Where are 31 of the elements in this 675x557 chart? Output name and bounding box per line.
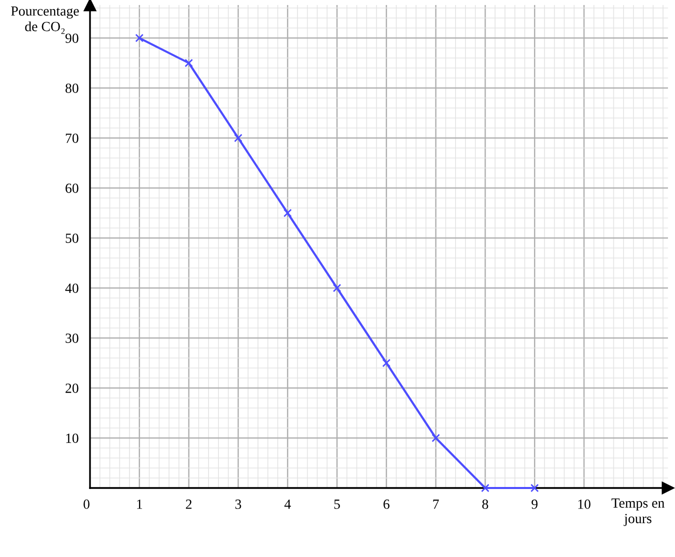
- x-tick-label: 2: [186, 500, 192, 509]
- x-tick-label: 7: [433, 500, 439, 509]
- y-tick-label: 90: [65, 34, 78, 43]
- y-axis-title: Pourcentage de CO₂: [11, 6, 79, 34]
- x-tick-label: 8: [482, 500, 488, 509]
- y-tick-label: 40: [65, 284, 78, 293]
- y-tick-label: 80: [66, 84, 78, 93]
- y-tick-label: 10: [66, 434, 78, 443]
- y-tick-label: 60: [66, 184, 78, 193]
- point: [135, 34, 144, 42]
- x-tick-label: 3: [235, 500, 242, 509]
- point: [481, 484, 490, 492]
- x-tick-label: 4: [284, 500, 291, 509]
- point: [530, 484, 539, 492]
- point: [184, 58, 193, 68]
- x-tick-label: 0: [84, 500, 90, 509]
- y-tick-label: 50: [66, 234, 78, 243]
- point: [234, 134, 242, 142]
- x-tick-label: 1: [137, 500, 142, 509]
- point: [332, 284, 342, 292]
- y-tick-label: 70: [66, 134, 78, 143]
- point: [432, 434, 440, 442]
- x-tick-label: 5: [334, 500, 340, 509]
- point: [382, 358, 391, 368]
- point: [283, 208, 292, 218]
- x-tick-label: 6: [384, 500, 390, 509]
- x-tick-label: 9: [532, 500, 538, 509]
- x-axis-title: Temps en jours: [612, 498, 664, 526]
- y-tick-label: 20: [66, 384, 78, 393]
- x-tick-label: 10: [578, 500, 590, 509]
- y-tick-label: 30: [66, 334, 78, 343]
